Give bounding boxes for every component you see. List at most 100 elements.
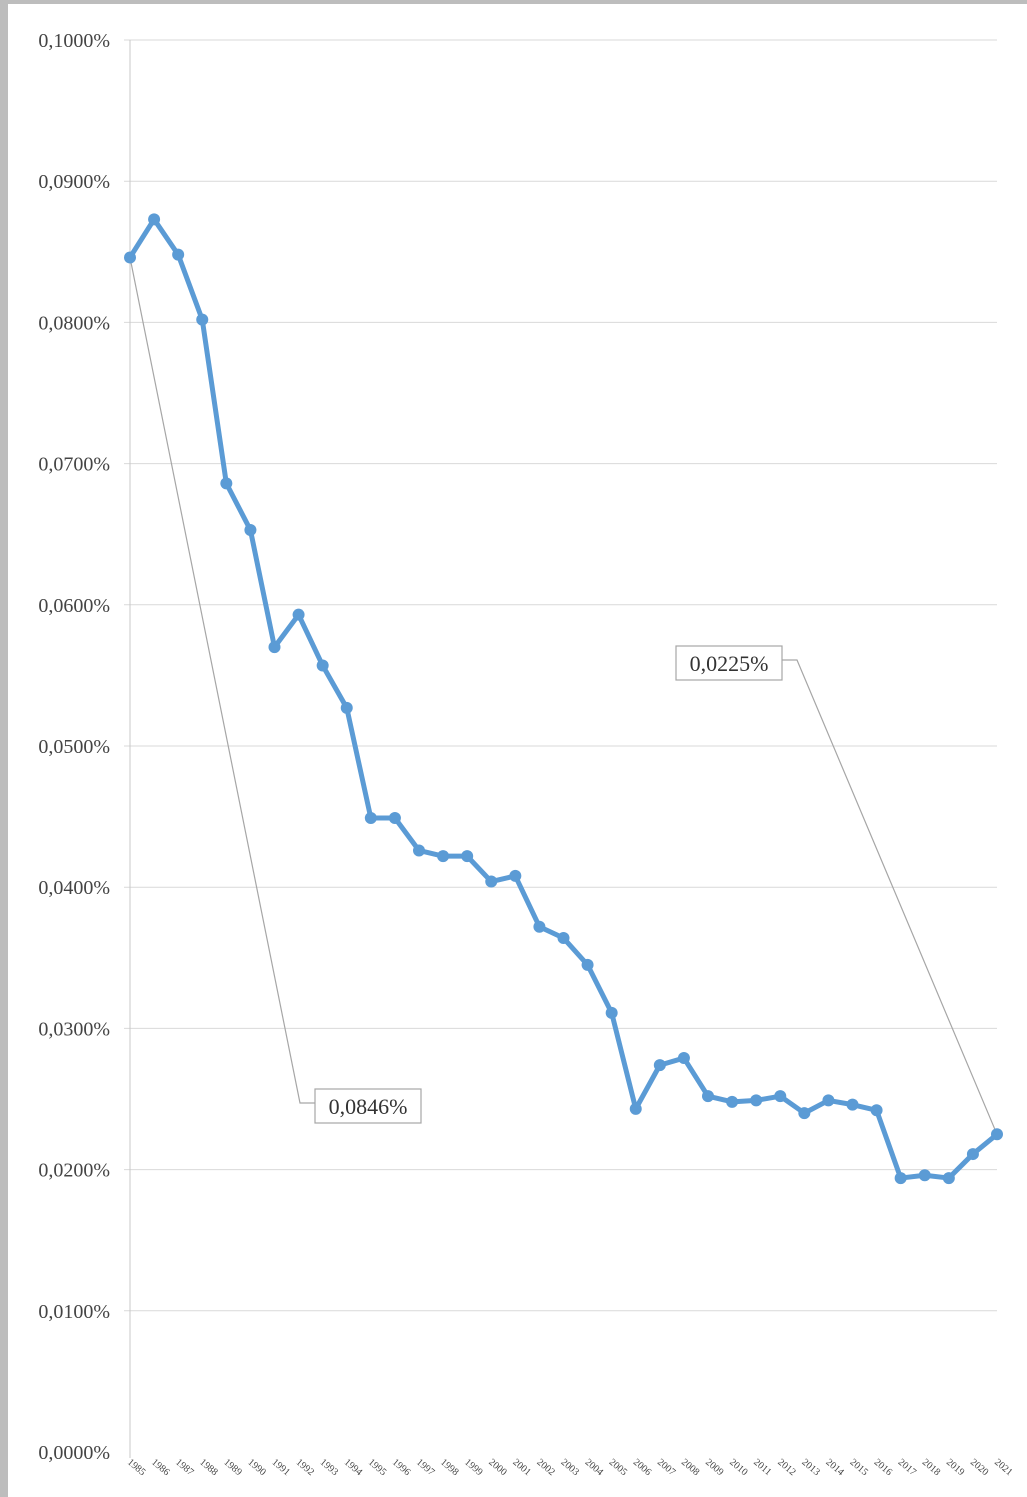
x-tick-label: 2004 [583,1457,605,1478]
data-point [124,251,136,264]
data-point [292,608,305,621]
x-tick-label: 2016 [872,1457,894,1478]
data-point [942,1172,955,1185]
data-point [413,844,425,857]
data-point [870,1104,883,1117]
x-tick-label: 2011 [751,1457,773,1478]
data-point [798,1107,811,1120]
y-tick-label: 0,0900% [38,171,110,193]
y-tick-label: 0,0500% [38,736,110,758]
x-tick-label: 2002 [534,1457,556,1478]
y-tick-label: 0,0400% [38,877,110,899]
x-tick-label: 2000 [486,1457,508,1478]
x-tick-label: 1999 [462,1457,484,1478]
x-tick-label: 2019 [944,1457,966,1478]
x-tick-label: 1996 [390,1457,412,1478]
data-point [485,875,498,888]
x-tick-label: 1992 [294,1457,316,1478]
x-tick-label: 2013 [799,1457,821,1478]
x-tick-label: 2007 [655,1457,677,1478]
data-point [726,1095,739,1108]
x-tick-label: 2005 [607,1457,629,1478]
x-tick-label: 1995 [366,1457,388,1478]
y-tick-label: 0,0000% [38,1442,110,1464]
data-point [629,1102,642,1115]
gridlines [124,39,997,1312]
x-tick-label: 1998 [438,1457,460,1478]
data-point [677,1052,690,1065]
x-tick-label: 2003 [559,1457,581,1478]
data-point [388,812,401,825]
y-tick-label: 0,1000% [38,30,110,52]
x-tick-label: 1987 [173,1457,195,1478]
data-point [220,477,233,490]
x-axis-tick-labels: 1985 1986 1987 1988 1989 1990 1991 1992 1993 1994… [125,1457,1014,1478]
data-point [605,1006,618,1019]
data-point [894,1172,907,1185]
data-point [557,932,570,945]
y-tick-label: 0,0600% [38,595,110,617]
x-tick-label: 2017 [896,1457,918,1478]
data-point [750,1094,763,1107]
y-tick-label: 0,0100% [38,1301,110,1323]
data-point [340,701,353,714]
data-point [148,213,161,226]
x-tick-label: 2009 [703,1457,725,1478]
x-tick-label: 1988 [197,1457,219,1478]
data-point [268,641,281,654]
data-point [966,1148,979,1161]
x-tick-label: 1993 [318,1457,340,1478]
series-points [124,213,1003,1185]
data-point [364,812,377,825]
data-point [196,313,209,326]
data-point [822,1094,835,1107]
data-point [244,523,257,536]
data-label: 0,0225% [690,651,769,676]
y-tick-label: 0,0700% [38,454,110,476]
data-label-box [675,645,783,681]
x-tick-label: 1985 [125,1457,147,1478]
x-tick-label: 1989 [221,1457,243,1478]
y-tick-label: 0,0300% [38,1018,110,1040]
data-point [461,850,474,863]
x-tick-label: 2014 [823,1457,845,1478]
data-point [774,1090,787,1103]
y-axis-tick-labels: 0,0000% 0,0100% 0,0200% 0,0300% 0,0400% 0,050… [38,30,110,1464]
data-point [991,1128,1003,1141]
data-point [846,1098,859,1111]
x-tick-label: 2006 [631,1457,653,1478]
series-line [127,216,1000,1181]
data-point [509,869,522,882]
x-tick-label: 2015 [848,1457,870,1478]
data-label-leaders [129,257,998,1135]
data-point [702,1090,714,1103]
data-label-callouts: 0,0846% 0,0225% [314,645,783,1124]
data-label-box [314,1088,422,1124]
data-point [316,659,329,672]
data-label: 0,0846% [329,1094,408,1119]
x-tick-label: 1986 [149,1457,171,1478]
data-point [918,1169,931,1182]
x-tick-label: 2018 [920,1457,942,1478]
data-point [172,248,185,261]
x-tick-label: 2021 [992,1457,1014,1478]
data-point [581,958,594,971]
leader-line [129,257,315,1104]
x-tick-label: 2012 [775,1457,797,1478]
x-tick-label: 1994 [342,1457,364,1478]
x-tick-label: 1997 [414,1457,436,1478]
data-point [653,1059,666,1072]
x-tick-label: 2008 [679,1457,701,1478]
leader-line [782,659,998,1135]
y-tick-label: 0,0200% [38,1160,110,1182]
x-tick-label: 1991 [270,1457,292,1478]
x-tick-label: 2001 [510,1457,532,1478]
y-tick-label: 0,0800% [38,312,110,334]
data-point [533,920,546,933]
x-tick-label: 2020 [968,1457,990,1478]
x-tick-label: 2010 [727,1457,749,1478]
x-tick-label: 1990 [245,1457,267,1478]
data-point [437,850,450,863]
